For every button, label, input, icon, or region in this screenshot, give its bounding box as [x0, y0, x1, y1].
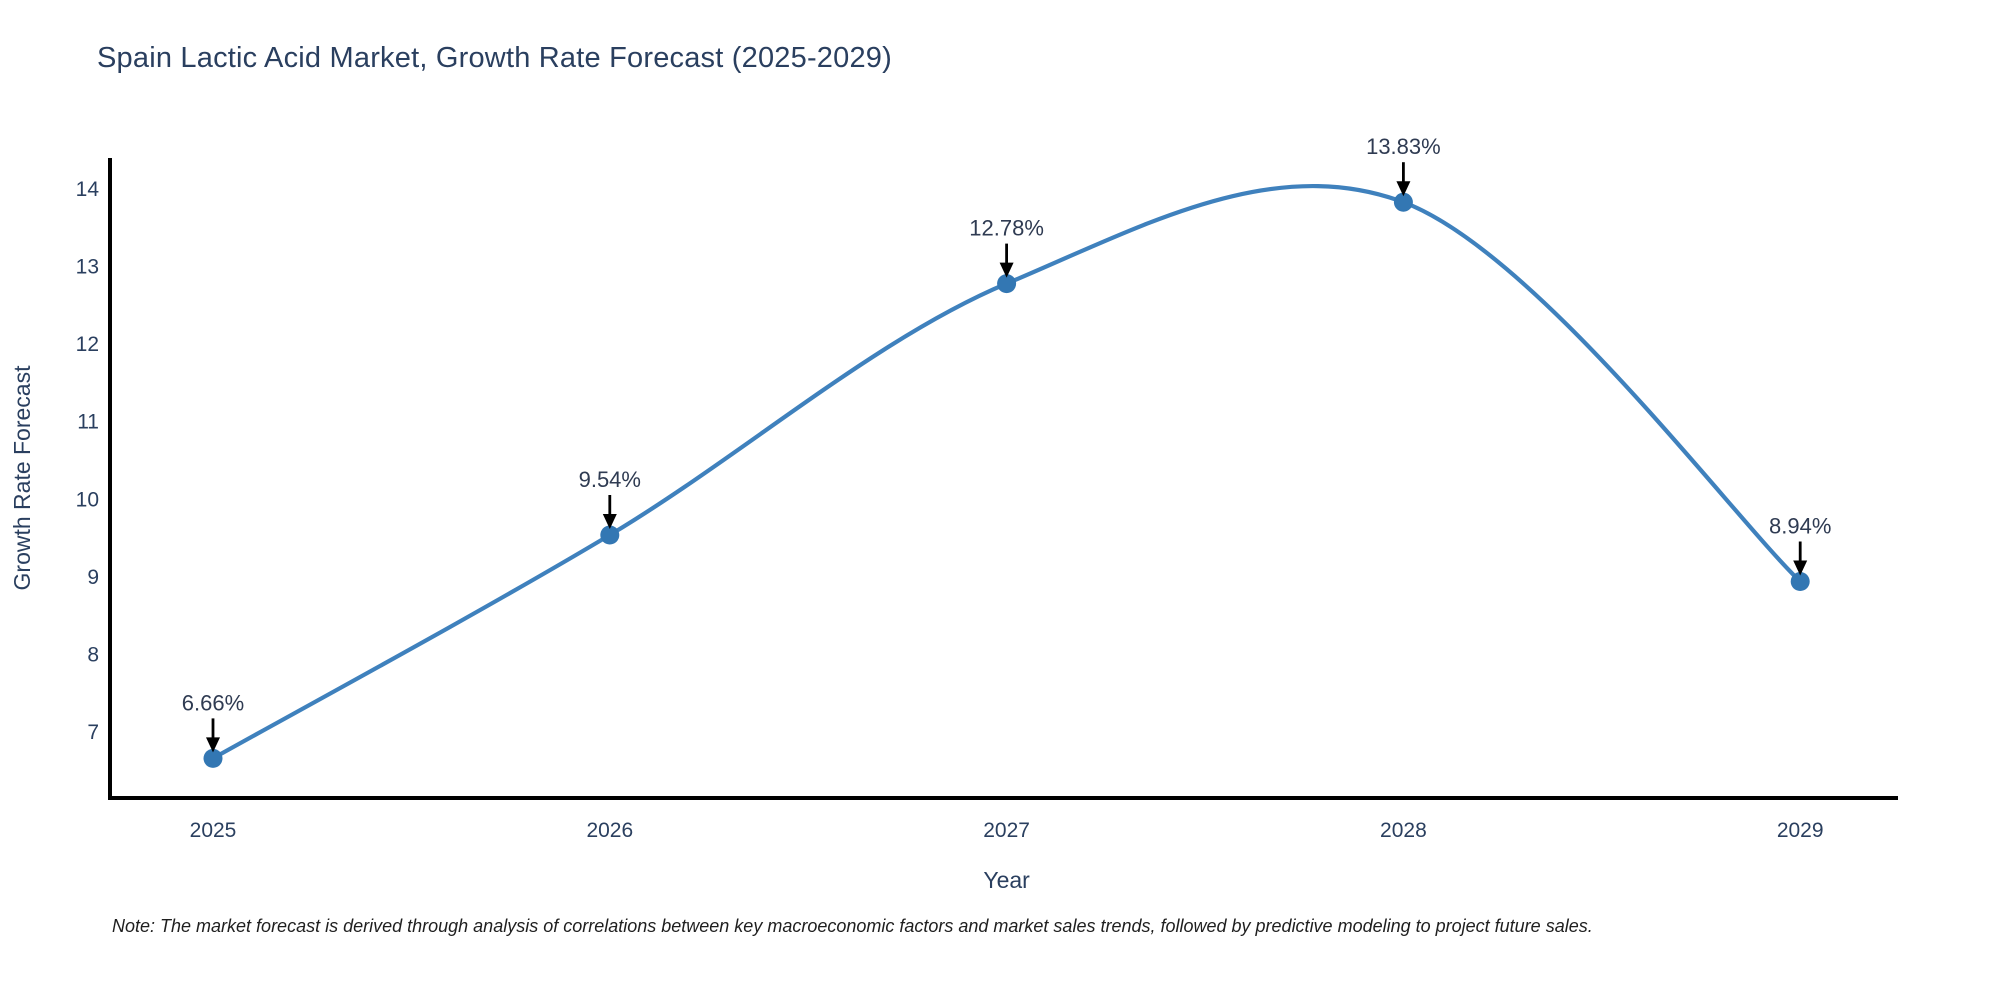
y-tick-label: 12 [76, 333, 99, 356]
y-tick-label: 7 [87, 721, 99, 744]
x-tick-label: 2027 [983, 819, 1030, 842]
data-point-marker [997, 274, 1017, 294]
y-tick-label: 14 [76, 178, 100, 201]
annotation-arrowhead-icon [1396, 181, 1411, 197]
annotation-arrowhead-icon [206, 737, 220, 753]
data-point-label: 8.94% [1769, 514, 1831, 539]
x-tick-label: 2026 [586, 819, 633, 842]
y-tick-label: 11 [77, 411, 99, 434]
x-axis-title: Year [983, 867, 1030, 893]
y-tick-label: 8 [87, 643, 99, 666]
y-tick-label: 9 [87, 566, 99, 589]
x-tick-label: 2028 [1380, 819, 1427, 842]
data-point-marker [600, 525, 620, 545]
footnote: Note: The market forecast is derived thr… [112, 916, 1593, 936]
annotation-arrowhead-icon [999, 262, 1014, 278]
annotation-arrowhead-icon [1793, 560, 1808, 576]
y-tick-label: 10 [76, 488, 99, 511]
annotation-arrowhead-icon [602, 514, 617, 529]
data-point-label: 9.54% [579, 467, 641, 492]
y-tick-label: 13 [76, 256, 99, 279]
data-point-marker [203, 748, 223, 768]
data-point-label: 6.66% [182, 690, 244, 715]
x-tick-label: 2029 [1777, 819, 1824, 842]
data-point-marker [1393, 192, 1413, 212]
x-tick-label: 2025 [190, 819, 237, 842]
data-point-marker [1790, 572, 1810, 591]
data-point-label: 12.78% [969, 216, 1044, 241]
chart-title: Spain Lactic Acid Market, Growth Rate Fo… [97, 42, 892, 74]
y-axis-title: Growth Rate Forecast [9, 365, 35, 591]
data-point-label: 13.83% [1366, 134, 1441, 159]
